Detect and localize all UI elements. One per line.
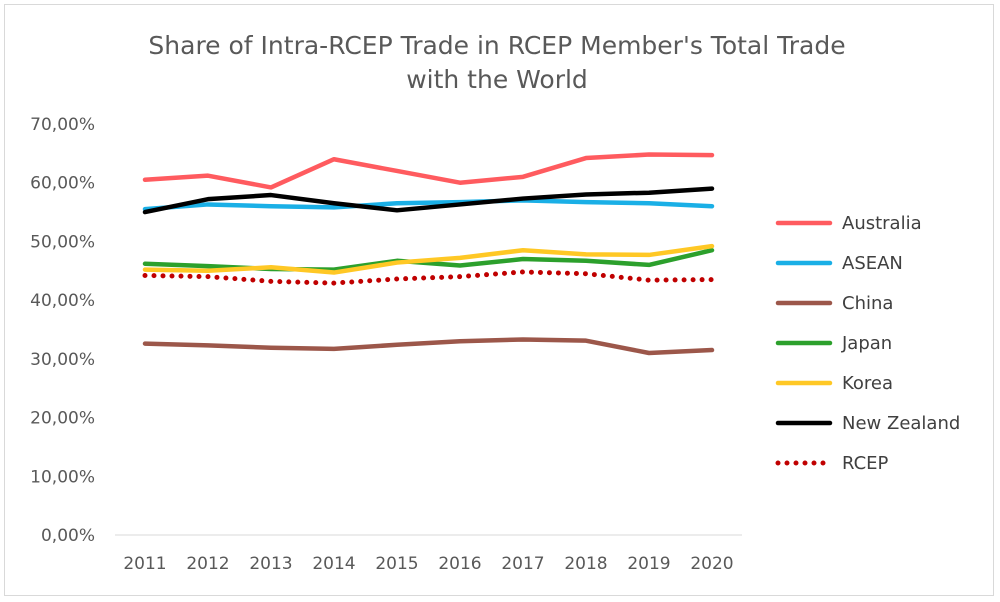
x-tick-label: 2020 [690,554,733,574]
series-line-asean [142,198,715,212]
legend-label: Australia [842,213,922,234]
y-tick-label: 10,00% [30,467,95,487]
series-line-australia [142,152,715,190]
series-line-china [142,337,715,356]
legend-label: China [842,293,893,314]
y-tick-label: 30,00% [30,350,95,370]
y-tick-label: 60,00% [30,174,95,194]
x-tick-label: 2019 [627,554,670,574]
x-tick-label: 2018 [564,554,607,574]
x-tick-label: 2011 [123,554,166,574]
x-tick-label: 2014 [312,554,355,574]
legend-label: Korea [842,373,893,394]
y-tick-label: 0,00% [41,526,95,546]
legend-label: RCEP [842,453,889,474]
x-tick-label: 2015 [375,554,418,574]
series-line-rcep [142,269,715,286]
legend-label: Japan [841,333,892,354]
chart-frame [4,4,994,596]
x-tick-label: 2012 [186,554,229,574]
y-tick-label: 70,00% [30,115,95,135]
y-tick-label: 40,00% [30,291,95,311]
chart-title-line-2: with the World [406,65,588,94]
y-tick-label: 20,00% [30,409,95,429]
legend-label: New Zealand [842,413,960,434]
y-tick-label: 50,00% [30,232,95,252]
legend-label: ASEAN [842,253,903,274]
series-line-korea [142,243,715,275]
x-tick-label: 2017 [501,554,544,574]
series-line-new-zealand [142,186,715,215]
x-tick-label: 2013 [249,554,292,574]
x-tick-label: 2016 [438,554,481,574]
chart-title-line-1: Share of Intra-RCEP Trade in RCEP Member… [148,31,845,60]
